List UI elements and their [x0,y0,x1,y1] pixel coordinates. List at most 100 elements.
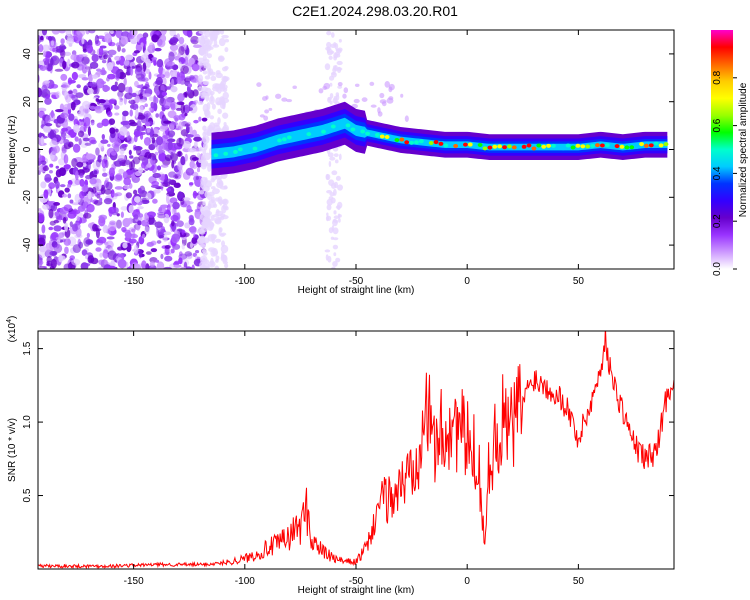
noise-speckle [329,92,334,99]
noise-speckle [121,48,126,53]
ridge-point [355,128,361,133]
ridge-point [414,140,419,145]
ridge-point [370,132,375,137]
noise-speckle [93,170,98,175]
noise-speckle [222,91,229,100]
noise-speckle [79,191,85,200]
noise-speckle [151,57,158,61]
noise-speckle [49,140,58,148]
noise-speckle [131,65,135,69]
noise-speckle [79,178,85,187]
noise-speckle [210,36,218,42]
noise-speckle [215,255,220,261]
noise-speckle [138,249,143,259]
ridge-point [492,144,498,149]
noise-speckle [193,140,198,149]
noise-speckle [209,115,215,120]
noise-speckle [326,41,332,49]
ridge-point [644,143,649,148]
noise-speckle [101,67,106,75]
noise-speckle [46,63,53,72]
noise-speckle [137,187,142,194]
ridge-point [350,127,356,132]
top-y-tick-label: 40 [22,48,33,60]
noise-speckle [199,48,207,56]
noise-speckle [96,122,104,129]
noise-speckle [97,266,105,269]
noise-speckle [204,30,210,38]
noise-speckle [163,98,172,109]
noise-speckle [69,255,75,261]
noise-speckle [173,115,181,121]
noise-speckle [89,178,97,185]
ridge-point [218,150,224,155]
noise-speckle [370,104,377,108]
noise-speckle [80,121,84,126]
noise-speckle [49,163,54,168]
noise-speckle [216,181,224,189]
noise-speckle [114,105,120,110]
noise-speckle [354,83,360,88]
noise-speckle [202,37,211,46]
noise-speckle [59,112,69,119]
noise-speckle [117,82,126,93]
ridge-point [595,143,600,148]
noise-speckle [206,53,213,59]
noise-speckle [160,253,164,260]
noise-speckle [105,177,110,182]
noise-speckle [102,85,111,92]
ridge-point [321,129,326,134]
top-x-tick-label: -50 [349,276,364,287]
noise-speckle [326,189,333,194]
noise-speckle [156,240,162,244]
noise-speckle [174,260,180,265]
noise-speckle [124,231,133,239]
noise-speckle [151,137,156,144]
noise-speckle [180,197,185,206]
noise-speckle [72,223,78,232]
colorbar-label: Normalized spectral amplitude [738,82,749,217]
noise-speckle [106,62,114,71]
noise-speckle [59,184,66,188]
noise-speckle [163,231,172,236]
noise-speckle [101,133,105,140]
noise-speckle [42,165,49,172]
noise-speckle [115,173,123,181]
noise-speckle [89,105,96,110]
noise-speckle [74,136,79,142]
ridge-point [345,123,351,128]
noise-speckle [329,50,335,54]
noise-speckle [144,214,149,223]
noise-speckle [133,196,141,203]
ridge-point [511,145,517,150]
ridge-point [281,137,287,142]
noise-speckle [336,60,343,66]
noise-speckle [224,65,229,70]
ridge-point [330,124,336,129]
noise-speckle [326,46,330,54]
noise-speckle [184,104,190,114]
noise-speckle [84,254,89,260]
noise-speckle [220,251,225,260]
noise-speckle [158,206,163,212]
noise-speckle [210,75,217,82]
noise-speckle [353,98,360,104]
ridge-point [458,142,463,147]
bottom-x-axis: -150 -100 -50 0 50 [124,331,584,587]
noise-speckle [53,225,62,232]
noise-speckle [154,221,163,228]
ridge-point [316,130,322,135]
noise-speckle [120,120,130,126]
noise-speckle [169,44,179,52]
ridge-point [487,145,493,150]
noise-speckle [162,120,172,124]
noise-speckle [144,151,152,159]
noise-speckle [202,125,207,131]
noise-speckle [215,30,219,36]
noise-speckle [330,236,335,240]
noise-speckle [184,153,188,162]
noise-speckle [145,251,152,255]
colorbar-tick-label: 0.4 [712,166,723,180]
noise-speckle [70,101,76,111]
noise-speckle [92,161,101,170]
